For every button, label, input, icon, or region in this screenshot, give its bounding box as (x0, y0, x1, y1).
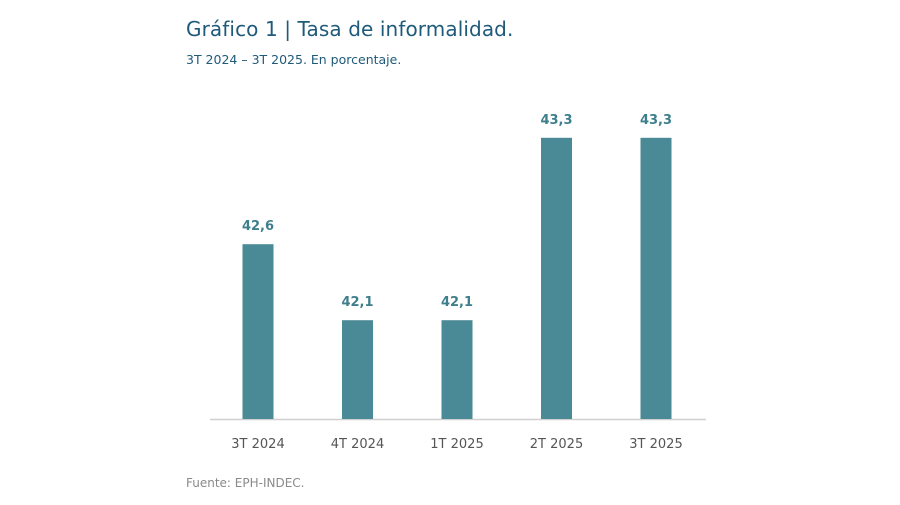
x-tick-label: 4T 2024 (331, 437, 384, 452)
data-label: 42,1 (341, 295, 373, 310)
bar (640, 137, 672, 420)
x-tick-label: 2T 2025 (530, 437, 583, 452)
bar (541, 137, 572, 420)
data-label: 43,3 (540, 113, 572, 128)
bar (441, 320, 473, 419)
x-tick-label: 1T 2025 (430, 437, 483, 452)
chart-subtitle: 3T 2024 – 3T 2025. En porcentaje. (186, 52, 402, 67)
data-label: 42,1 (441, 295, 473, 310)
data-label: 43,3 (640, 113, 672, 128)
x-tick-label: 3T 2025 (629, 437, 682, 452)
chart-source: Fuente: EPH-INDEC. (186, 476, 305, 490)
chart-title: Gráfico 1 | Tasa de informalidad. (186, 17, 514, 41)
x-tick-label: 3T 2024 (231, 437, 284, 452)
bar (242, 244, 274, 419)
data-label: 42,6 (242, 219, 274, 234)
bar (342, 320, 373, 419)
